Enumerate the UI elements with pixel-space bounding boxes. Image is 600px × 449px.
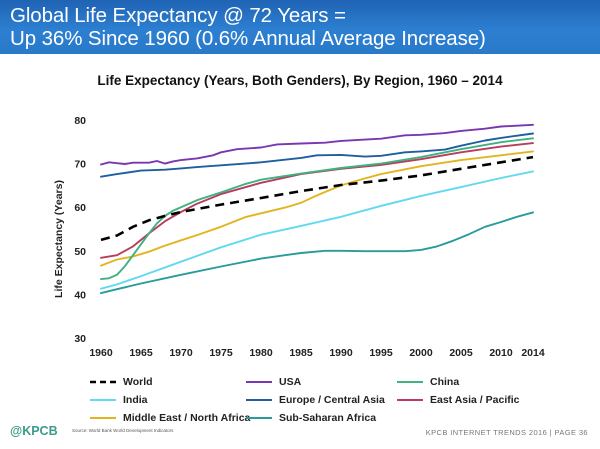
x-tick-label: 1985: [289, 347, 313, 359]
series-line-usa: [100, 123, 534, 166]
legend-item: East Asia / Pacific: [395, 393, 520, 407]
x-tick-label: 1975: [209, 347, 233, 359]
legend-swatch: [90, 380, 116, 384]
legend-label: Sub-Saharan Africa: [279, 412, 377, 424]
legend-swatch: [397, 381, 423, 383]
series-line-europe-central-asia: [100, 132, 534, 178]
y-tick-label: 30: [74, 333, 86, 345]
slide-title-line-1: Global Life Expectancy @ 72 Years =: [10, 4, 346, 27]
x-tick-label: 2000: [409, 347, 433, 359]
x-tick-label: 1995: [369, 347, 393, 359]
y-tick-label: 80: [74, 115, 86, 127]
y-tick-label: 70: [74, 159, 86, 171]
legend-item: USA: [244, 375, 301, 389]
x-tick-label: 2014: [521, 347, 545, 359]
y-axis-label: Life Expectancy (Years): [53, 180, 65, 298]
legend-item: Middle East / North Africa: [88, 411, 250, 425]
series-line-east-asia-pacific: [100, 142, 534, 259]
legend-item: World: [88, 375, 153, 389]
page-footer: KPCB INTERNET TRENDS 2016 | PAGE 36: [425, 428, 588, 437]
series-line-india: [100, 170, 534, 290]
legend-item: Europe / Central Asia: [244, 393, 385, 407]
x-tick-label: 1965: [129, 347, 153, 359]
x-tick-label: 1980: [249, 347, 273, 359]
legend-swatch: [90, 399, 116, 401]
legend-label: East Asia / Pacific: [430, 394, 520, 406]
chart-title: Life Expectancy (Years, Both Genders), B…: [97, 73, 503, 88]
x-tick-label: 1990: [329, 347, 353, 359]
series-line-sub-saharan-africa: [100, 211, 534, 295]
series-line-world: [100, 155, 534, 242]
legend-item: China: [395, 375, 459, 389]
legend-label: World: [123, 376, 153, 388]
series-line-china: [100, 137, 534, 281]
legend-label: China: [430, 376, 460, 388]
legend-label: USA: [279, 376, 302, 388]
x-tick-label: 2010: [489, 347, 513, 359]
legend-swatch: [90, 417, 116, 419]
title-banner: Global Life Expectancy @ 72 Years = Up 3…: [0, 0, 600, 54]
y-tick-label: 50: [74, 246, 86, 258]
y-tick-label: 60: [74, 202, 86, 214]
slide-title-line-2: Up 36% Since 1960 (0.6% Annual Average I…: [10, 27, 486, 50]
series-line-middle-east-north-africa: [100, 150, 534, 267]
source-note: Source: World Bank World Development Ind…: [72, 428, 174, 433]
x-tick-label: 1970: [169, 347, 193, 359]
legend-item: India: [88, 393, 148, 407]
legend-label: Europe / Central Asia: [279, 394, 385, 406]
legend-swatch: [246, 417, 272, 419]
legend-swatch: [397, 399, 423, 401]
x-tick-label: 2005: [449, 347, 473, 359]
legend-item: Sub-Saharan Africa: [244, 411, 376, 425]
y-tick-label: 40: [74, 289, 86, 301]
legend-label: Middle East / North Africa: [123, 412, 251, 424]
kpcb-logo: @KPCB: [10, 424, 58, 438]
x-tick-label: 1960: [89, 347, 113, 359]
legend-label: India: [123, 394, 148, 406]
legend-swatch: [246, 399, 272, 401]
legend-swatch: [246, 381, 272, 383]
